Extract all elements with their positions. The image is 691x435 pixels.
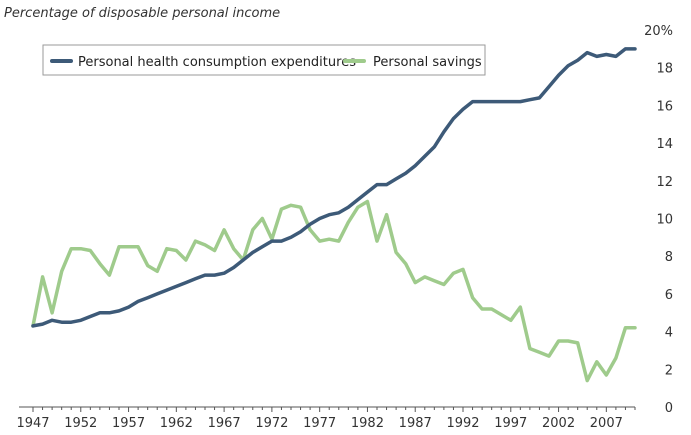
x-tick-label: 1977 <box>303 416 336 431</box>
x-tick-label: 1997 <box>494 416 527 431</box>
series-layer <box>31 47 637 383</box>
x-tick-label: 1957 <box>112 416 145 431</box>
y-tick-label: 20% <box>644 24 673 39</box>
y-tick-label: 8 <box>665 250 673 265</box>
series-line-savings <box>31 199 637 383</box>
legend-box <box>42 44 486 76</box>
y-tick-label: 2 <box>665 363 673 378</box>
y-tick-label: 12 <box>656 175 673 190</box>
x-tick-label: 1967 <box>208 416 241 431</box>
y-tick-label: 10 <box>656 213 673 228</box>
y-tick-label: 14 <box>656 137 673 152</box>
x-tick-label: 2007 <box>590 416 623 431</box>
y-tick-label: 6 <box>665 288 673 303</box>
chart-subtitle: Percentage of disposable personal income <box>4 6 280 21</box>
legend-label-savings: Personal savings <box>373 55 482 70</box>
axes: 1947 1952 1957 1962 1967 1972 1977 1982 1987 1992… <box>16 24 673 431</box>
x-tick-label: 1992 <box>446 416 479 431</box>
x-tick-label: 1972 <box>255 416 288 431</box>
series-line-health <box>31 47 637 328</box>
x-tick-label: 1947 <box>16 416 49 431</box>
y-tick-label: 4 <box>665 326 673 341</box>
legend: Personal health consumption expenditures… <box>42 44 486 76</box>
x-tick-label: 1982 <box>351 416 384 431</box>
x-tick-label: 1987 <box>399 416 432 431</box>
x-tick-label: 1962 <box>160 416 193 431</box>
legend-label-health: Personal health consumption expenditures <box>78 55 356 70</box>
x-tick-label: 2002 <box>542 416 575 431</box>
y-tick-label: 0 <box>665 401 673 416</box>
x-tick-label: 1952 <box>64 416 97 431</box>
y-tick-label: 18 <box>656 62 673 77</box>
y-tick-label: 16 <box>656 99 673 114</box>
